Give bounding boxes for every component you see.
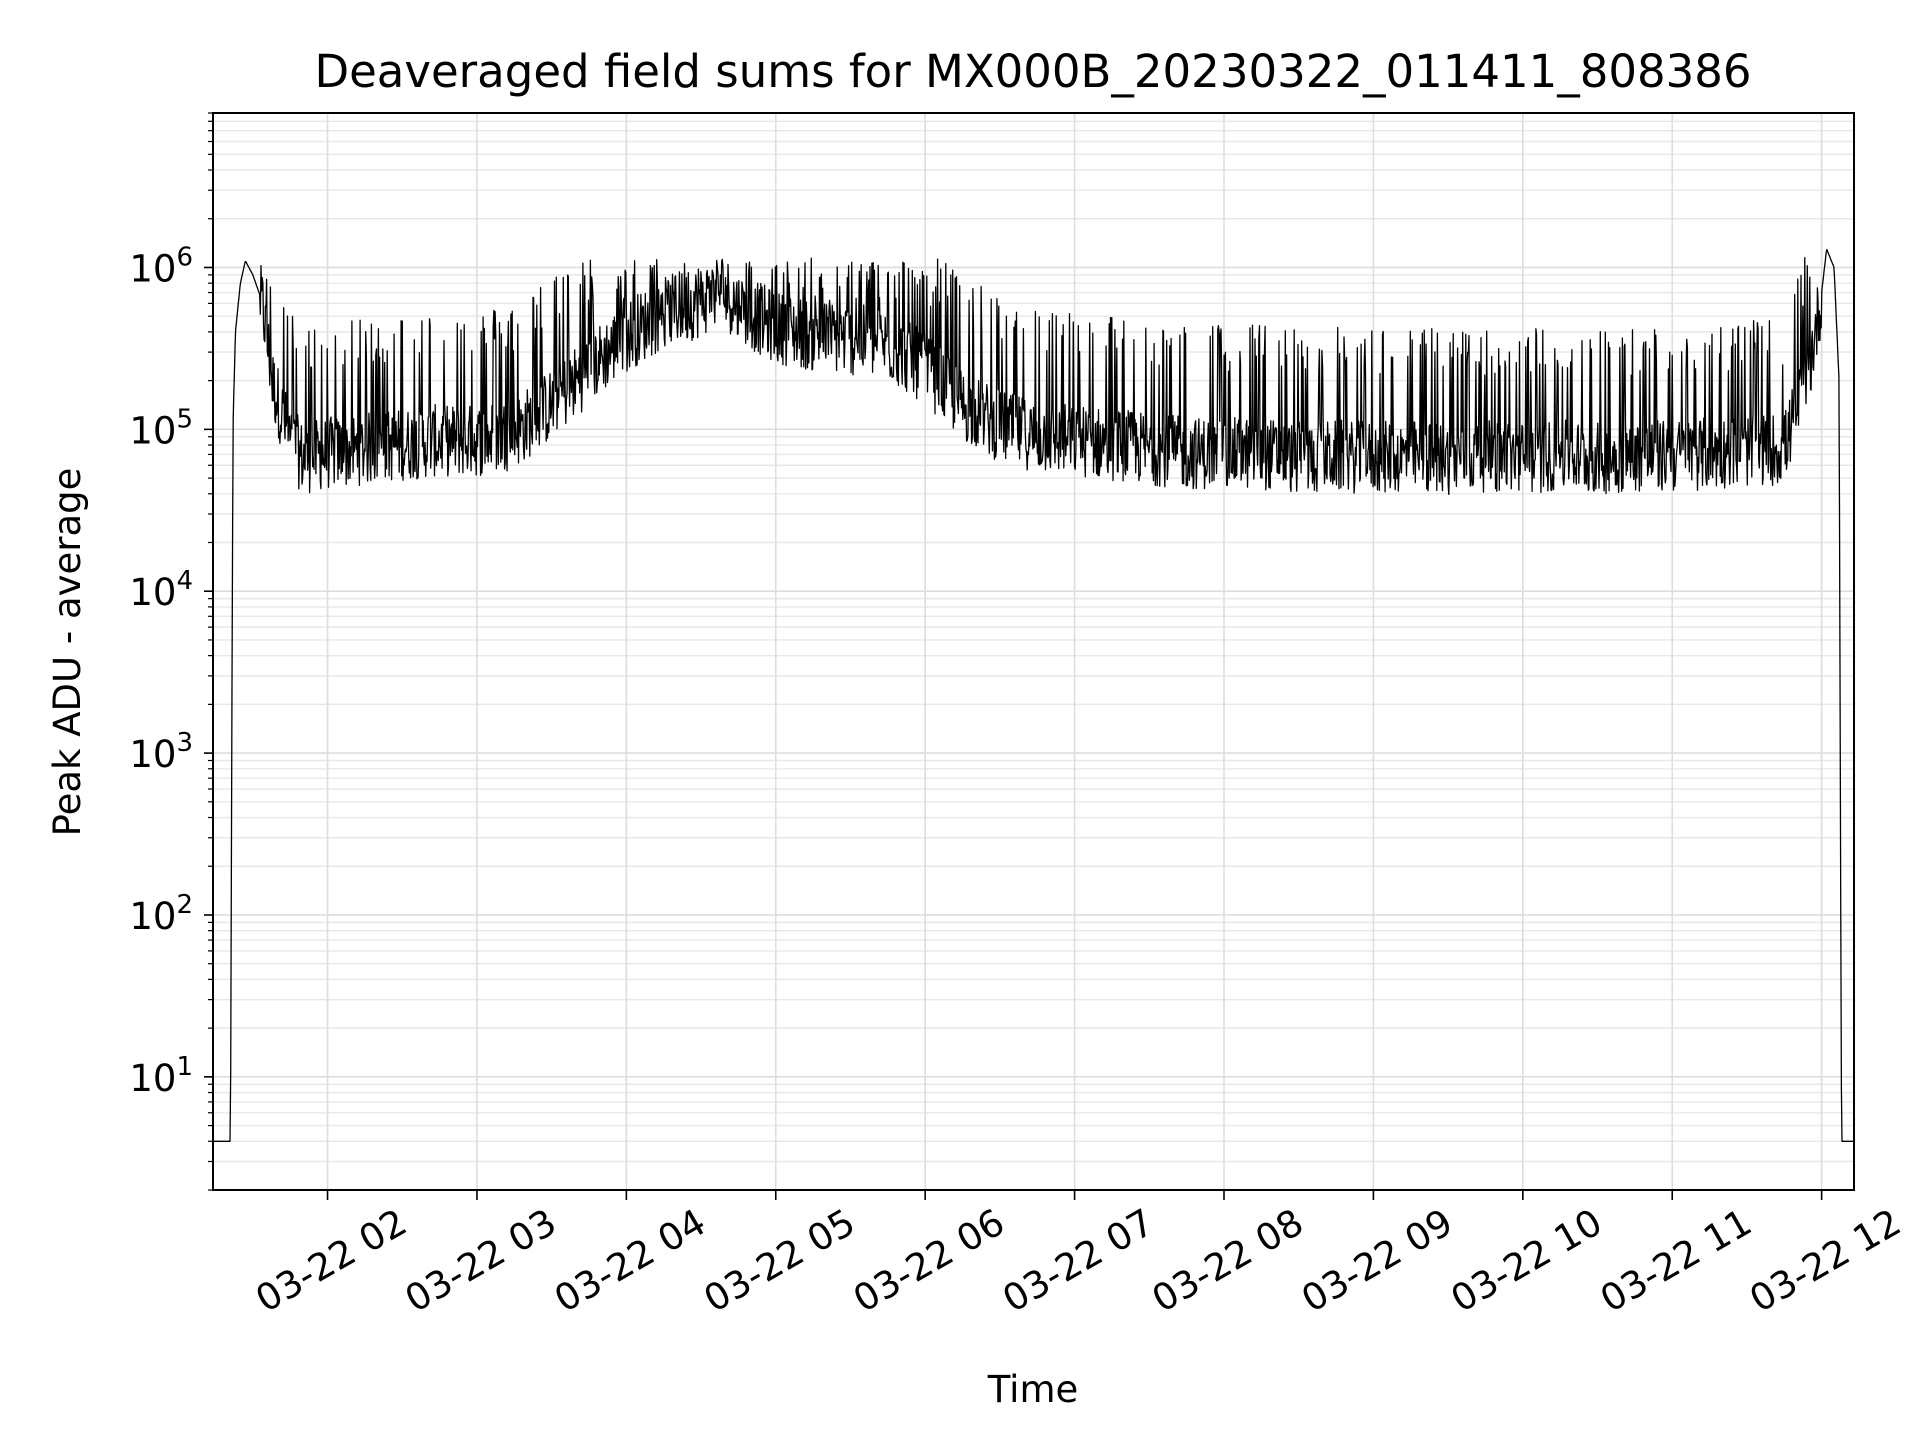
y-tick-label: 101: [129, 1052, 193, 1100]
chart-title: Deaveraged field sums for MX000B_2023032…: [314, 45, 1751, 98]
y-tick-base: 10: [129, 895, 176, 938]
gridlines: [213, 112, 1854, 1191]
y-tick-exponent: 5: [176, 404, 193, 434]
y-tick-base: 10: [129, 409, 176, 452]
y-tick-base: 10: [129, 571, 176, 614]
y-tick-label: 102: [129, 890, 193, 938]
x-axis-label: Time: [987, 1368, 1079, 1411]
series-line: [212, 248, 1855, 1142]
y-tick-exponent: 6: [176, 242, 193, 272]
y-tick-label: 104: [129, 566, 193, 614]
y-tick-label: 105: [129, 404, 193, 452]
y-tick-base: 10: [129, 733, 176, 776]
series-group: [212, 248, 1855, 1142]
y-tick-base: 10: [129, 247, 176, 290]
y-axis-label: Peak ADU - average: [46, 468, 89, 837]
y-tick-label: 106: [129, 242, 193, 290]
y-tick-exponent: 2: [176, 890, 193, 920]
y-tick-base: 10: [129, 1057, 176, 1100]
y-tick-exponent: 4: [176, 566, 193, 596]
y-tick-exponent: 1: [176, 1052, 193, 1082]
y-tick-label: 103: [129, 728, 193, 776]
plot-frame: [212, 112, 1855, 1191]
y-tick-exponent: 3: [176, 728, 193, 758]
